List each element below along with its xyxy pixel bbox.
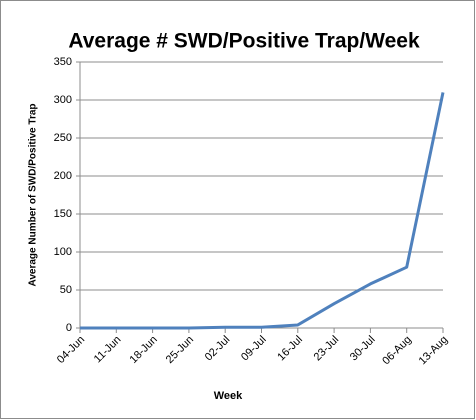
y-tick-label: 250 [54, 132, 72, 144]
y-tick-label: 300 [54, 94, 72, 106]
y-tick-label: 200 [54, 170, 72, 182]
y-tick-label: 0 [66, 322, 72, 334]
chart-title: Average # SWD/Positive Trap/Week [68, 30, 420, 53]
y-axis-label: Average Number of SWD/Positive Trap [28, 103, 39, 286]
y-tick-label: 100 [54, 246, 72, 258]
data-line [80, 92, 445, 330]
y-tick-label: 150 [54, 208, 72, 220]
y-tick-label: 50 [60, 284, 72, 296]
x-axis-label: Week [214, 390, 243, 402]
y-tick-label: 350 [54, 56, 72, 68]
